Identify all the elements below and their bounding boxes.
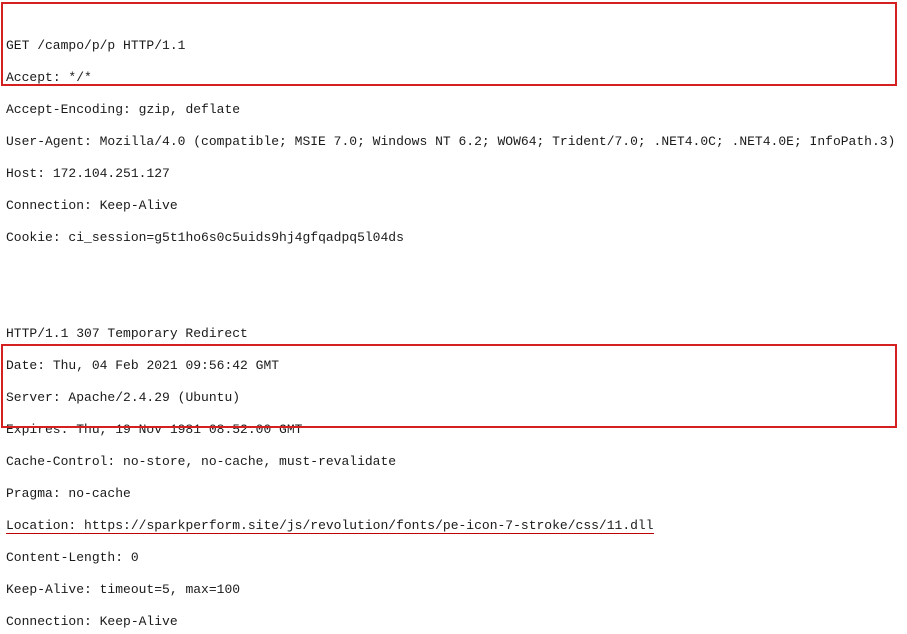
header-accept: Accept: */*	[6, 70, 901, 86]
header-val: Thu, 04 Feb 2021 09:56:42 GMT	[53, 358, 279, 373]
header-connection: Connection: Keep-Alive	[6, 198, 901, 214]
header-expires: Expires: Thu, 19 Nov 1981 08:52:00 GMT	[6, 422, 901, 438]
header-key: Keep-Alive	[6, 582, 84, 597]
header-key: Server	[6, 390, 53, 405]
header-val: Thu, 19 Nov 1981 08:52:00 GMT	[76, 422, 302, 437]
header-accept-encoding: Accept-Encoding: gzip, deflate	[6, 102, 901, 118]
blank-line	[6, 278, 901, 294]
header-val: timeout=5, max=100	[100, 582, 240, 597]
header-pragma: Pragma: no-cache	[6, 486, 901, 502]
header-key: Accept-Encoding	[6, 102, 123, 117]
http-capture-text: GET /campo/p/p HTTP/1.1 Accept: */* Acce…	[6, 6, 901, 634]
header-val: Mozilla/4.0 (compatible; MSIE 7.0; Windo…	[100, 134, 896, 149]
header-cache-control: Cache-Control: no-store, no-cache, must-…	[6, 454, 901, 470]
header-val: no-store, no-cache, must-revalidate	[123, 454, 396, 469]
header-host: Host: 172.104.251.127	[6, 166, 901, 182]
header-val: */*	[68, 70, 91, 85]
response-1: HTTP/1.1 307 Temporary Redirect Date: Th…	[6, 310, 901, 634]
request-1: GET /campo/p/p HTTP/1.1 Accept: */* Acce…	[6, 22, 901, 262]
header-key: Cache-Control	[6, 454, 107, 469]
header-val: gzip, deflate	[139, 102, 240, 117]
header-val: ci_session=g5t1ho6s0c5uids9hj4gfqadpq5l0…	[68, 230, 403, 245]
header-val: no-cache	[68, 486, 130, 501]
header-key: Connection	[6, 614, 84, 629]
request-line: GET /campo/p/p HTTP/1.1	[6, 38, 901, 54]
header-val: 0	[131, 550, 139, 565]
header-location: Location: https://sparkperform.site/js/r…	[6, 518, 901, 534]
header-connection: Connection: Keep-Alive	[6, 614, 901, 630]
header-key: Connection	[6, 198, 84, 213]
header-val: Apache/2.4.29 (Ubuntu)	[68, 390, 240, 405]
header-key: Pragma	[6, 486, 53, 501]
header-key: Date	[6, 358, 37, 373]
location-underlined: Location: https://sparkperform.site/js/r…	[6, 519, 654, 534]
header-server: Server: Apache/2.4.29 (Ubuntu)	[6, 390, 901, 406]
header-key: Cookie	[6, 230, 53, 245]
header-key: Expires	[6, 422, 61, 437]
header-val: Keep-Alive	[100, 198, 178, 213]
header-key: User-Agent	[6, 134, 84, 149]
header-key: Host	[6, 166, 37, 181]
header-key: Content-Length	[6, 550, 115, 565]
header-key: Location	[6, 518, 68, 533]
header-val: https://sparkperform.site/js/revolution/…	[84, 518, 654, 533]
header-val: Keep-Alive	[100, 614, 178, 629]
header-key: Accept	[6, 70, 53, 85]
status-line: HTTP/1.1 307 Temporary Redirect	[6, 326, 901, 342]
header-user-agent: User-Agent: Mozilla/4.0 (compatible; MSI…	[6, 134, 901, 150]
header-keep-alive: Keep-Alive: timeout=5, max=100	[6, 582, 901, 598]
header-cookie: Cookie: ci_session=g5t1ho6s0c5uids9hj4gf…	[6, 230, 901, 246]
header-val: 172.104.251.127	[53, 166, 170, 181]
header-content-length: Content-Length: 0	[6, 550, 901, 566]
header-date: Date: Thu, 04 Feb 2021 09:56:42 GMT	[6, 358, 901, 374]
